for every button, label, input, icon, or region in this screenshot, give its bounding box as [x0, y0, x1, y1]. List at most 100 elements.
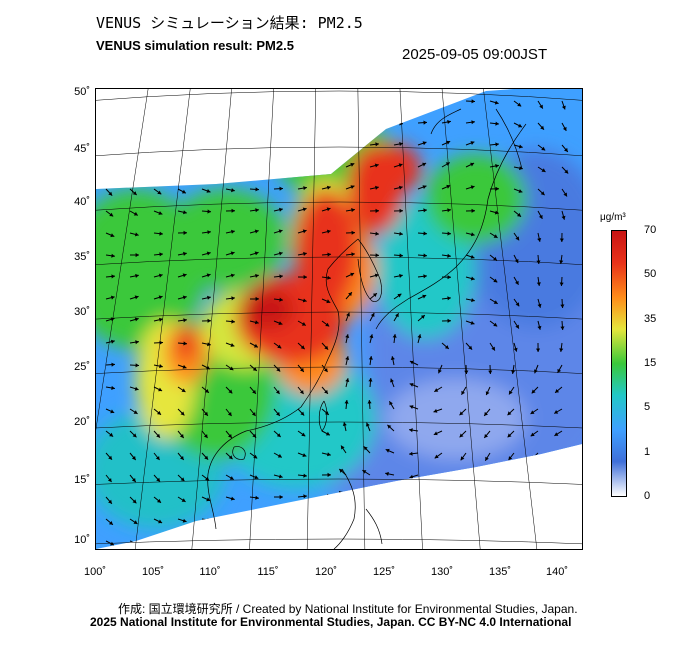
- wind-arrow-head: [231, 296, 235, 301]
- wind-arrow-head: [180, 103, 185, 108]
- wind-arrow-head: [131, 478, 136, 482]
- wind-arrow-head: [345, 378, 350, 382]
- wind-arrow-head: [493, 234, 498, 238]
- pm25-map: [96, 89, 582, 549]
- wind-arrow-shaft: [129, 100, 138, 107]
- wind-arrow-head: [326, 123, 331, 128]
- lat-label-30: 30˚: [74, 306, 90, 318]
- wind-arrow-head: [252, 433, 257, 438]
- wind-arrow-head: [327, 472, 331, 477]
- wind-arrow-shaft: [555, 474, 563, 482]
- wind-arrow-head: [536, 348, 541, 352]
- wind-arrow-head: [301, 432, 306, 437]
- wind-arrow-head: [559, 282, 564, 286]
- wind-arrow-head: [471, 298, 475, 303]
- wind-arrow-head: [207, 342, 211, 347]
- wind-arrow-head: [493, 300, 498, 304]
- wind-arrow-head: [109, 101, 114, 106]
- wind-arrow-shaft: [341, 532, 347, 542]
- wind-arrow-head: [326, 185, 331, 190]
- wind-arrow-head: [515, 302, 520, 307]
- wind-arrow-head: [254, 166, 259, 171]
- wind-arrow-head: [275, 390, 280, 394]
- wind-arrow-head: [399, 231, 403, 236]
- wind-arrow-head: [515, 236, 520, 241]
- wind-arrow-shaft: [362, 491, 371, 498]
- wind-arrow-head: [108, 455, 112, 460]
- colorbar-tick-5: 5: [644, 401, 651, 413]
- wind-arrow-shaft: [273, 537, 283, 542]
- wind-arrow-head: [132, 125, 137, 130]
- wind-arrow-shaft: [177, 100, 185, 108]
- wind-arrow-head: [276, 433, 281, 437]
- wind-arrow-head: [253, 343, 258, 348]
- wind-arrow-head: [182, 364, 187, 369]
- wind-arrow-head: [183, 341, 187, 346]
- wind-arrow-head: [447, 253, 451, 258]
- wind-arrow-head: [374, 273, 379, 278]
- wind-arrow-head: [303, 251, 307, 256]
- parallel-line: [96, 146, 582, 156]
- wind-arrow-head: [387, 424, 392, 429]
- wind-arrow-head: [541, 168, 546, 172]
- wind-arrow-shaft: [409, 496, 419, 500]
- wind-arrow-head: [255, 273, 259, 278]
- wind-arrow-head: [459, 411, 464, 416]
- wind-arrow-head: [108, 521, 113, 525]
- wind-arrow-shaft: [225, 122, 233, 131]
- wind-arrow-head: [340, 512, 344, 517]
- wind-arrow-head: [231, 208, 235, 213]
- wind-arrow-head: [110, 295, 115, 300]
- wind-arrow-head: [362, 492, 367, 496]
- wind-arrow-shaft: [273, 166, 283, 170]
- wind-arrow-shaft: [552, 540, 563, 543]
- wind-arrow-shaft: [297, 122, 306, 129]
- wind-arrow-head: [350, 141, 355, 146]
- wind-arrow-head: [392, 334, 397, 338]
- wind-arrow-head: [560, 326, 565, 330]
- wind-arrow-head: [368, 378, 373, 382]
- wind-arrow-head: [181, 388, 186, 392]
- wind-arrow-head: [303, 473, 307, 478]
- wind-arrow-head: [409, 538, 413, 543]
- wind-arrow-shaft: [393, 100, 403, 105]
- wind-arrow-head: [159, 252, 163, 257]
- wind-arrow-head: [560, 304, 565, 308]
- wind-arrow-head: [508, 499, 512, 504]
- wind-arrow-head: [538, 214, 543, 219]
- wind-arrow-head: [559, 348, 564, 352]
- wind-arrow-head: [231, 517, 235, 522]
- wind-arrow-head: [397, 293, 402, 298]
- wind-arrow-head: [254, 475, 259, 480]
- wind-arrow-head: [323, 368, 328, 372]
- wind-arrow-shaft: [153, 100, 162, 108]
- wind-arrow-head: [559, 238, 564, 242]
- wind-arrow-head: [230, 273, 235, 278]
- wind-arrow-head: [423, 274, 427, 279]
- wind-arrow-head: [375, 185, 379, 190]
- wind-arrow-head: [134, 540, 139, 545]
- wind-arrow-head: [363, 513, 368, 517]
- wind-arrow-head: [554, 432, 559, 436]
- wind-arrow-head: [326, 207, 331, 212]
- wind-arrow-head: [435, 499, 440, 503]
- wind-arrow-head: [385, 471, 389, 476]
- wind-arrow-head: [204, 389, 209, 393]
- wind-arrow-head: [537, 325, 542, 330]
- wind-arrow-shaft: [321, 100, 330, 107]
- wind-arrow-shaft: [434, 496, 443, 504]
- wind-arrow-head: [385, 493, 389, 498]
- credit-line: 作成: 国立環境研究所 / Created by National Instit…: [118, 602, 578, 616]
- meridian-line: [306, 89, 317, 549]
- wind-arrow-head: [229, 476, 234, 480]
- wind-arrow-head: [517, 212, 521, 217]
- wind-arrow-head: [417, 334, 422, 339]
- wind-arrow-shaft: [461, 474, 467, 484]
- wind-arrow-head: [485, 456, 489, 461]
- wind-arrow-shaft: [385, 494, 395, 498]
- wind-arrow-head: [276, 411, 280, 416]
- wind-arrow-head: [228, 455, 233, 460]
- wind-arrow-head: [231, 319, 235, 324]
- wind-arrow-shaft: [417, 100, 427, 103]
- wind-arrow-head: [325, 431, 330, 436]
